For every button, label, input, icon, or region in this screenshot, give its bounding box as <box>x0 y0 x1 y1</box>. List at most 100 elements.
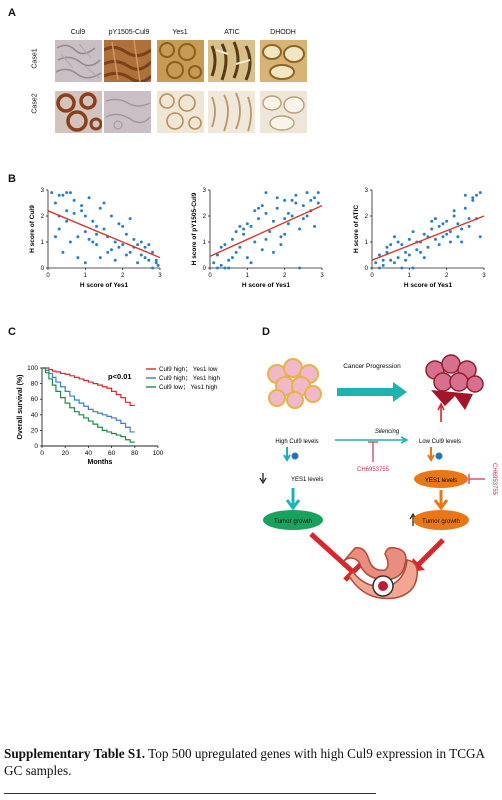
scatter-point <box>404 250 408 254</box>
scatter-point <box>151 250 155 254</box>
x-tick-label: 0 <box>208 273 212 279</box>
scatter-point <box>283 198 287 202</box>
x-tick-label: 3 <box>320 273 324 279</box>
scatter-point <box>91 219 95 223</box>
tumor-growth-right-label: Tumor growth <box>422 518 460 525</box>
y-tick-label: 1 <box>41 240 45 246</box>
scatter-point <box>316 201 320 205</box>
tumor-growth-left-label: Tumor growth <box>274 518 312 525</box>
scatter-point <box>53 201 57 205</box>
x-tick-label: 1 <box>246 273 250 279</box>
scatter-atic-vs-yes1: 0 1 2 3 0 1 2 3 H score of Yes1 H score of ATIC <box>353 188 486 289</box>
scatter-point <box>478 191 482 195</box>
ihc-image-case2-py1505 <box>104 91 151 133</box>
column-header-dhodh: DHODH <box>270 29 296 36</box>
scatter-point <box>279 235 283 239</box>
column-header-cul9: Cul9 <box>70 29 86 36</box>
orange-down-arrow-small <box>427 447 435 462</box>
scatter-point <box>95 224 99 228</box>
scatter-cul9-vs-yes1: 0 1 2 3 0 1 2 3 H score of Yes1 H score of Cul9 <box>29 188 162 289</box>
y-tick-label: 3 <box>41 188 45 194</box>
scatter-point <box>381 263 385 267</box>
scatter-point <box>98 256 102 260</box>
progression-label: Cancer Progression <box>343 363 401 370</box>
scatter-point <box>253 240 257 244</box>
regression-line <box>371 215 485 261</box>
y-axis-label: H score of Cul9 <box>29 205 36 253</box>
caption-text: Top 500 upregulated genes with high Cul9… <box>4 746 485 778</box>
scatter-point <box>128 250 132 254</box>
scatter-point <box>121 243 125 247</box>
ihc-image-case2-yes1 <box>157 91 204 133</box>
scatter-point <box>316 191 320 195</box>
scatter-point <box>83 261 87 265</box>
scatter-point <box>445 219 449 223</box>
stomach-icon <box>342 546 419 600</box>
y-axis-label: H score of ATIC <box>353 205 360 253</box>
scatter-point <box>136 261 140 265</box>
scatter-point <box>68 191 72 195</box>
scatter-point <box>392 235 396 239</box>
scatter-point <box>392 261 396 265</box>
scatter-point <box>298 227 302 231</box>
scatter-point <box>139 253 143 257</box>
survival-plot: 0 20 40 60 80 100 0 20 40 60 80 100 Cul9 high； Yes1 … <box>17 365 220 466</box>
scatter-point <box>83 214 87 218</box>
scatter-point <box>264 211 268 215</box>
scatter-point <box>124 253 128 257</box>
scatter-point <box>223 243 227 247</box>
red-activation-arrow <box>415 538 445 568</box>
regression-line <box>209 204 323 257</box>
scatter-point <box>407 237 411 241</box>
column-header-atic: ATIC <box>224 29 240 36</box>
scatter-point <box>422 256 426 260</box>
scatter-point <box>50 191 54 195</box>
scatter-point <box>400 243 404 247</box>
scatter-point <box>95 232 99 236</box>
legend-entry: Cul9 high； Yes1 low <box>159 366 218 373</box>
scatter-point <box>460 227 464 231</box>
ihc-image-case2-dhodh <box>260 91 307 133</box>
teal-down-arrow-small <box>283 447 291 462</box>
scatter-point <box>65 191 69 195</box>
scatter-point <box>65 209 69 213</box>
scatter-point <box>65 219 69 223</box>
scatter-point <box>234 230 238 234</box>
y-tick-label: 2 <box>365 214 369 220</box>
scatter-point <box>154 261 158 265</box>
scatter-point <box>249 261 253 265</box>
scatter-point <box>212 261 216 265</box>
scatter-point <box>154 258 158 262</box>
y-tick-label: 0 <box>365 266 369 272</box>
scatter-point <box>389 243 393 247</box>
scatter-point <box>467 224 471 228</box>
x-tick-label: 0 <box>370 273 374 279</box>
scatter-point <box>87 196 91 200</box>
scatter-point <box>279 243 283 247</box>
scatter-point <box>290 198 294 202</box>
scatter-point <box>437 243 441 247</box>
scatter-point <box>294 201 298 205</box>
silencing-label: Silencing <box>375 429 400 435</box>
scatter-point <box>268 230 272 234</box>
scatter-point <box>448 230 452 234</box>
panel-label-a: A <box>8 7 16 19</box>
panel-label-b: B <box>8 173 16 185</box>
scatter-point <box>313 196 317 200</box>
scatter-point <box>385 245 389 249</box>
scatter-point <box>374 261 378 265</box>
cell-cluster-left <box>267 358 322 409</box>
scatter-point <box>400 266 404 270</box>
tumor-growth-left-node <box>263 510 323 530</box>
progression-arrow <box>337 382 407 402</box>
scatter-point <box>151 266 155 270</box>
panel-label-c: C <box>8 326 16 338</box>
scatter-point <box>286 222 290 226</box>
x-tick-label: 60 <box>108 450 116 457</box>
scatter-point <box>471 198 475 202</box>
scatter-point <box>102 201 106 205</box>
scatter-point <box>419 250 423 254</box>
scatter-point <box>106 250 110 254</box>
cul9-protein-icon-right <box>435 452 443 460</box>
y-tick-label: 1 <box>203 240 207 246</box>
